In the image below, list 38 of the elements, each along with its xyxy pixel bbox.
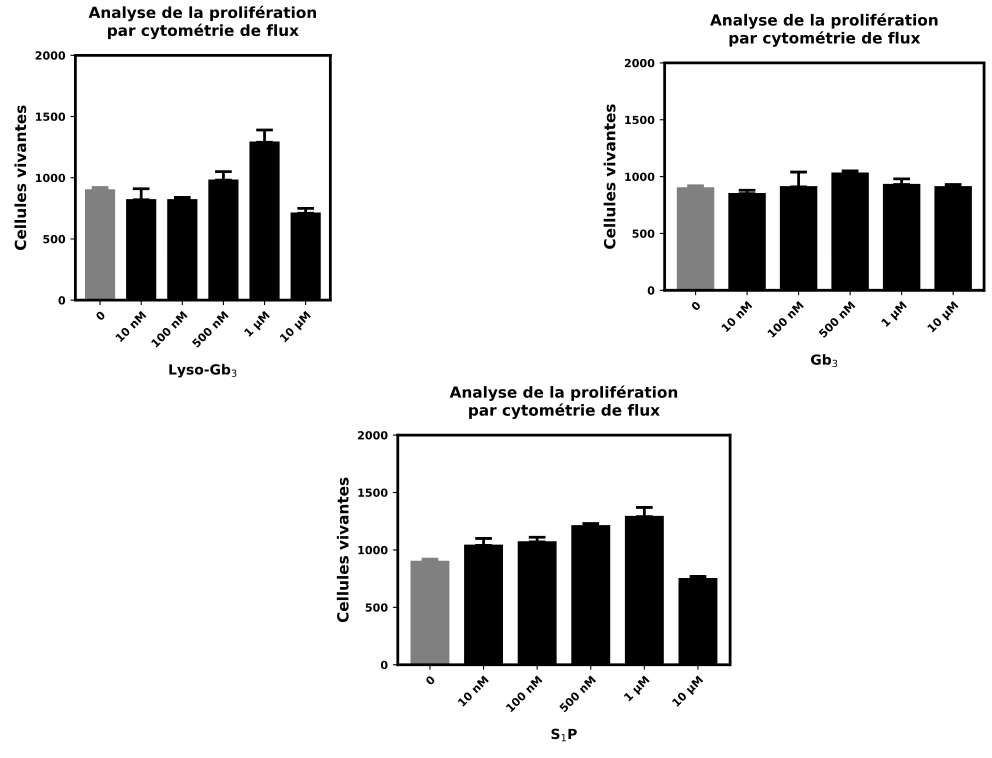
x-tick-label: 1 µM — [244, 310, 272, 338]
y-tick-label: 1500 — [358, 488, 388, 497]
x-tick-label: 10 µM — [672, 675, 705, 708]
y-tick-label: 500 — [632, 229, 654, 238]
x-tick-label: 1 µM — [624, 675, 652, 704]
y-tick-label: 500 — [366, 603, 388, 612]
x-tick-label: 10 nM — [115, 310, 147, 342]
y-tick-label: 2000 — [624, 58, 654, 68]
y-tick-label: 1000 — [358, 546, 388, 554]
x-tick-label: 10 nM — [721, 300, 752, 332]
chart-title: Analyse de la prolifération par cytométrie de flux — [450, 385, 678, 419]
y-tick-label: 0 — [648, 286, 654, 295]
x-tick-label: 0 — [690, 300, 702, 312]
bar — [410, 560, 450, 665]
y-axis-title: Cellules vivantes — [14, 105, 26, 250]
x-tick-label: 10 µM — [926, 300, 960, 334]
x-axis-title: S$_{1}$P — [551, 728, 577, 742]
y-axis-title: Cellules vivantes — [604, 104, 616, 249]
y-tick-label: 1000 — [625, 172, 654, 181]
x-tick-label: 0 — [95, 310, 106, 322]
y-tick-label: 1500 — [625, 116, 654, 124]
x-tick-label: 0 — [425, 675, 436, 686]
y-tick-label: 1000 — [36, 174, 66, 182]
y-tick-label: 0 — [380, 660, 388, 670]
y-axis-title: Cellules vivantes — [336, 478, 349, 622]
bar — [676, 187, 714, 290]
x-tick-label: 10 µM — [279, 310, 313, 344]
y-tick-label: 2000 — [358, 431, 388, 440]
x-tick-label: 1 µM — [880, 300, 909, 329]
y-tick-label: 500 — [43, 234, 66, 244]
x-axis-title: Lyso-Gb$_{3}$ — [169, 364, 236, 378]
bar — [84, 189, 116, 300]
y-tick-label: 2000 — [36, 51, 66, 60]
x-tick-label: 10 nM — [457, 675, 489, 707]
x-axis-title: Gb$_{3}$ — [811, 354, 838, 368]
chart-title: Analyse de la prolifération par cytométrie de flux — [710, 13, 938, 47]
y-tick-label: 1500 — [36, 112, 66, 121]
chart-title: Analyse de la prolifération par cytométrie de flux — [88, 6, 316, 40]
